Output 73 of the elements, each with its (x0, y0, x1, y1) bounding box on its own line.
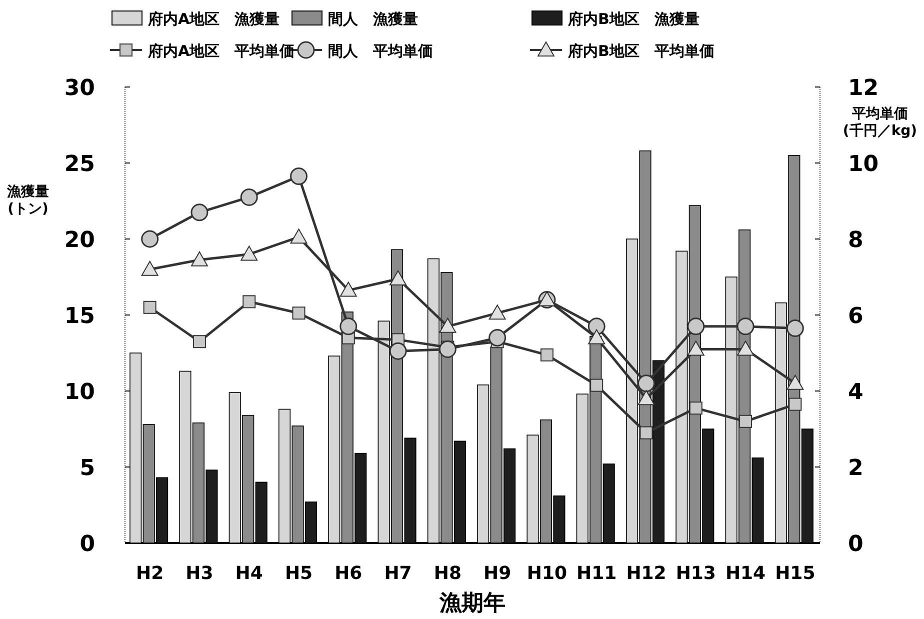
point (638, 390, 655, 406)
point (143, 300, 156, 314)
point (290, 168, 308, 186)
y2-tick-label: 4 (848, 380, 864, 405)
point (242, 295, 256, 308)
point (190, 204, 208, 222)
point (737, 340, 754, 356)
y2-tick-label: 2 (848, 456, 864, 481)
y2-axis-title: 平均単価 (千円／kg) (842, 106, 918, 139)
x-tick-label: H10 (526, 563, 568, 584)
y2-tick-label: 0 (848, 532, 864, 557)
x-tick-label: H14 (725, 563, 766, 584)
legend-label: 府内A地区 漁獲量 (147, 10, 280, 28)
y-tick-label: 25 (64, 152, 95, 177)
x-tick-label: H6 (334, 563, 362, 584)
point (739, 414, 752, 428)
x-axis-title: 漁期年 (438, 591, 506, 616)
point (141, 230, 159, 248)
legend-label: 府内A地区 平均単価 (147, 42, 295, 60)
point (192, 335, 206, 348)
point (290, 228, 308, 244)
point (488, 329, 506, 347)
point (640, 426, 653, 440)
y-tick-label: 20 (64, 228, 95, 253)
legend-label: 府内B地区 平均単価 (567, 42, 714, 60)
point (736, 318, 754, 336)
x-tick-label: H3 (186, 563, 214, 584)
legend-label: 間人 平均単価 (328, 42, 433, 60)
y-tick-label: 30 (64, 76, 95, 101)
y2-tick-label: 12 (848, 76, 879, 101)
point (488, 304, 506, 320)
point (588, 329, 606, 344)
point (540, 348, 554, 362)
point (638, 374, 655, 392)
legend-label: 府内B地区 漁獲量 (567, 10, 700, 28)
point (786, 320, 804, 338)
x-tick-label: H8 (434, 563, 462, 584)
point (687, 340, 704, 356)
y2-tick-label: 6 (848, 304, 864, 329)
point (687, 318, 705, 336)
x-tick-label: H4 (235, 563, 263, 584)
point (141, 260, 158, 276)
point (439, 318, 456, 333)
x-tick-label: H5 (284, 563, 313, 584)
y-tick-label: 5 (80, 456, 95, 481)
y-axis-title: 漁獲量 (トン) (6, 184, 49, 217)
point (340, 282, 357, 297)
point (389, 342, 407, 360)
point (438, 340, 456, 358)
x-tick-label: H9 (484, 563, 512, 584)
point (340, 318, 358, 336)
x-tick-label: H12 (626, 563, 666, 584)
x-tick-label: H2 (136, 563, 164, 584)
legend-label: 間人 漁獲量 (328, 10, 418, 28)
x-tick-label: H15 (775, 563, 816, 584)
point (190, 251, 208, 266)
point (292, 306, 306, 320)
x-tick-label: H13 (676, 563, 716, 584)
point (588, 318, 606, 336)
point (788, 398, 802, 411)
y2-tick-label: 8 (848, 228, 864, 253)
point (390, 270, 407, 286)
y-tick-label: 10 (64, 380, 95, 405)
point (240, 188, 258, 206)
y-tick-label: 15 (64, 304, 95, 329)
y-tick-label: 0 (80, 532, 95, 557)
x-tick-label: H11 (576, 563, 617, 584)
point (786, 374, 804, 390)
point (689, 402, 702, 415)
point (590, 378, 604, 392)
x-tick-label: H7 (384, 563, 412, 584)
y2-tick-label: 10 (848, 152, 879, 177)
point (240, 246, 258, 261)
